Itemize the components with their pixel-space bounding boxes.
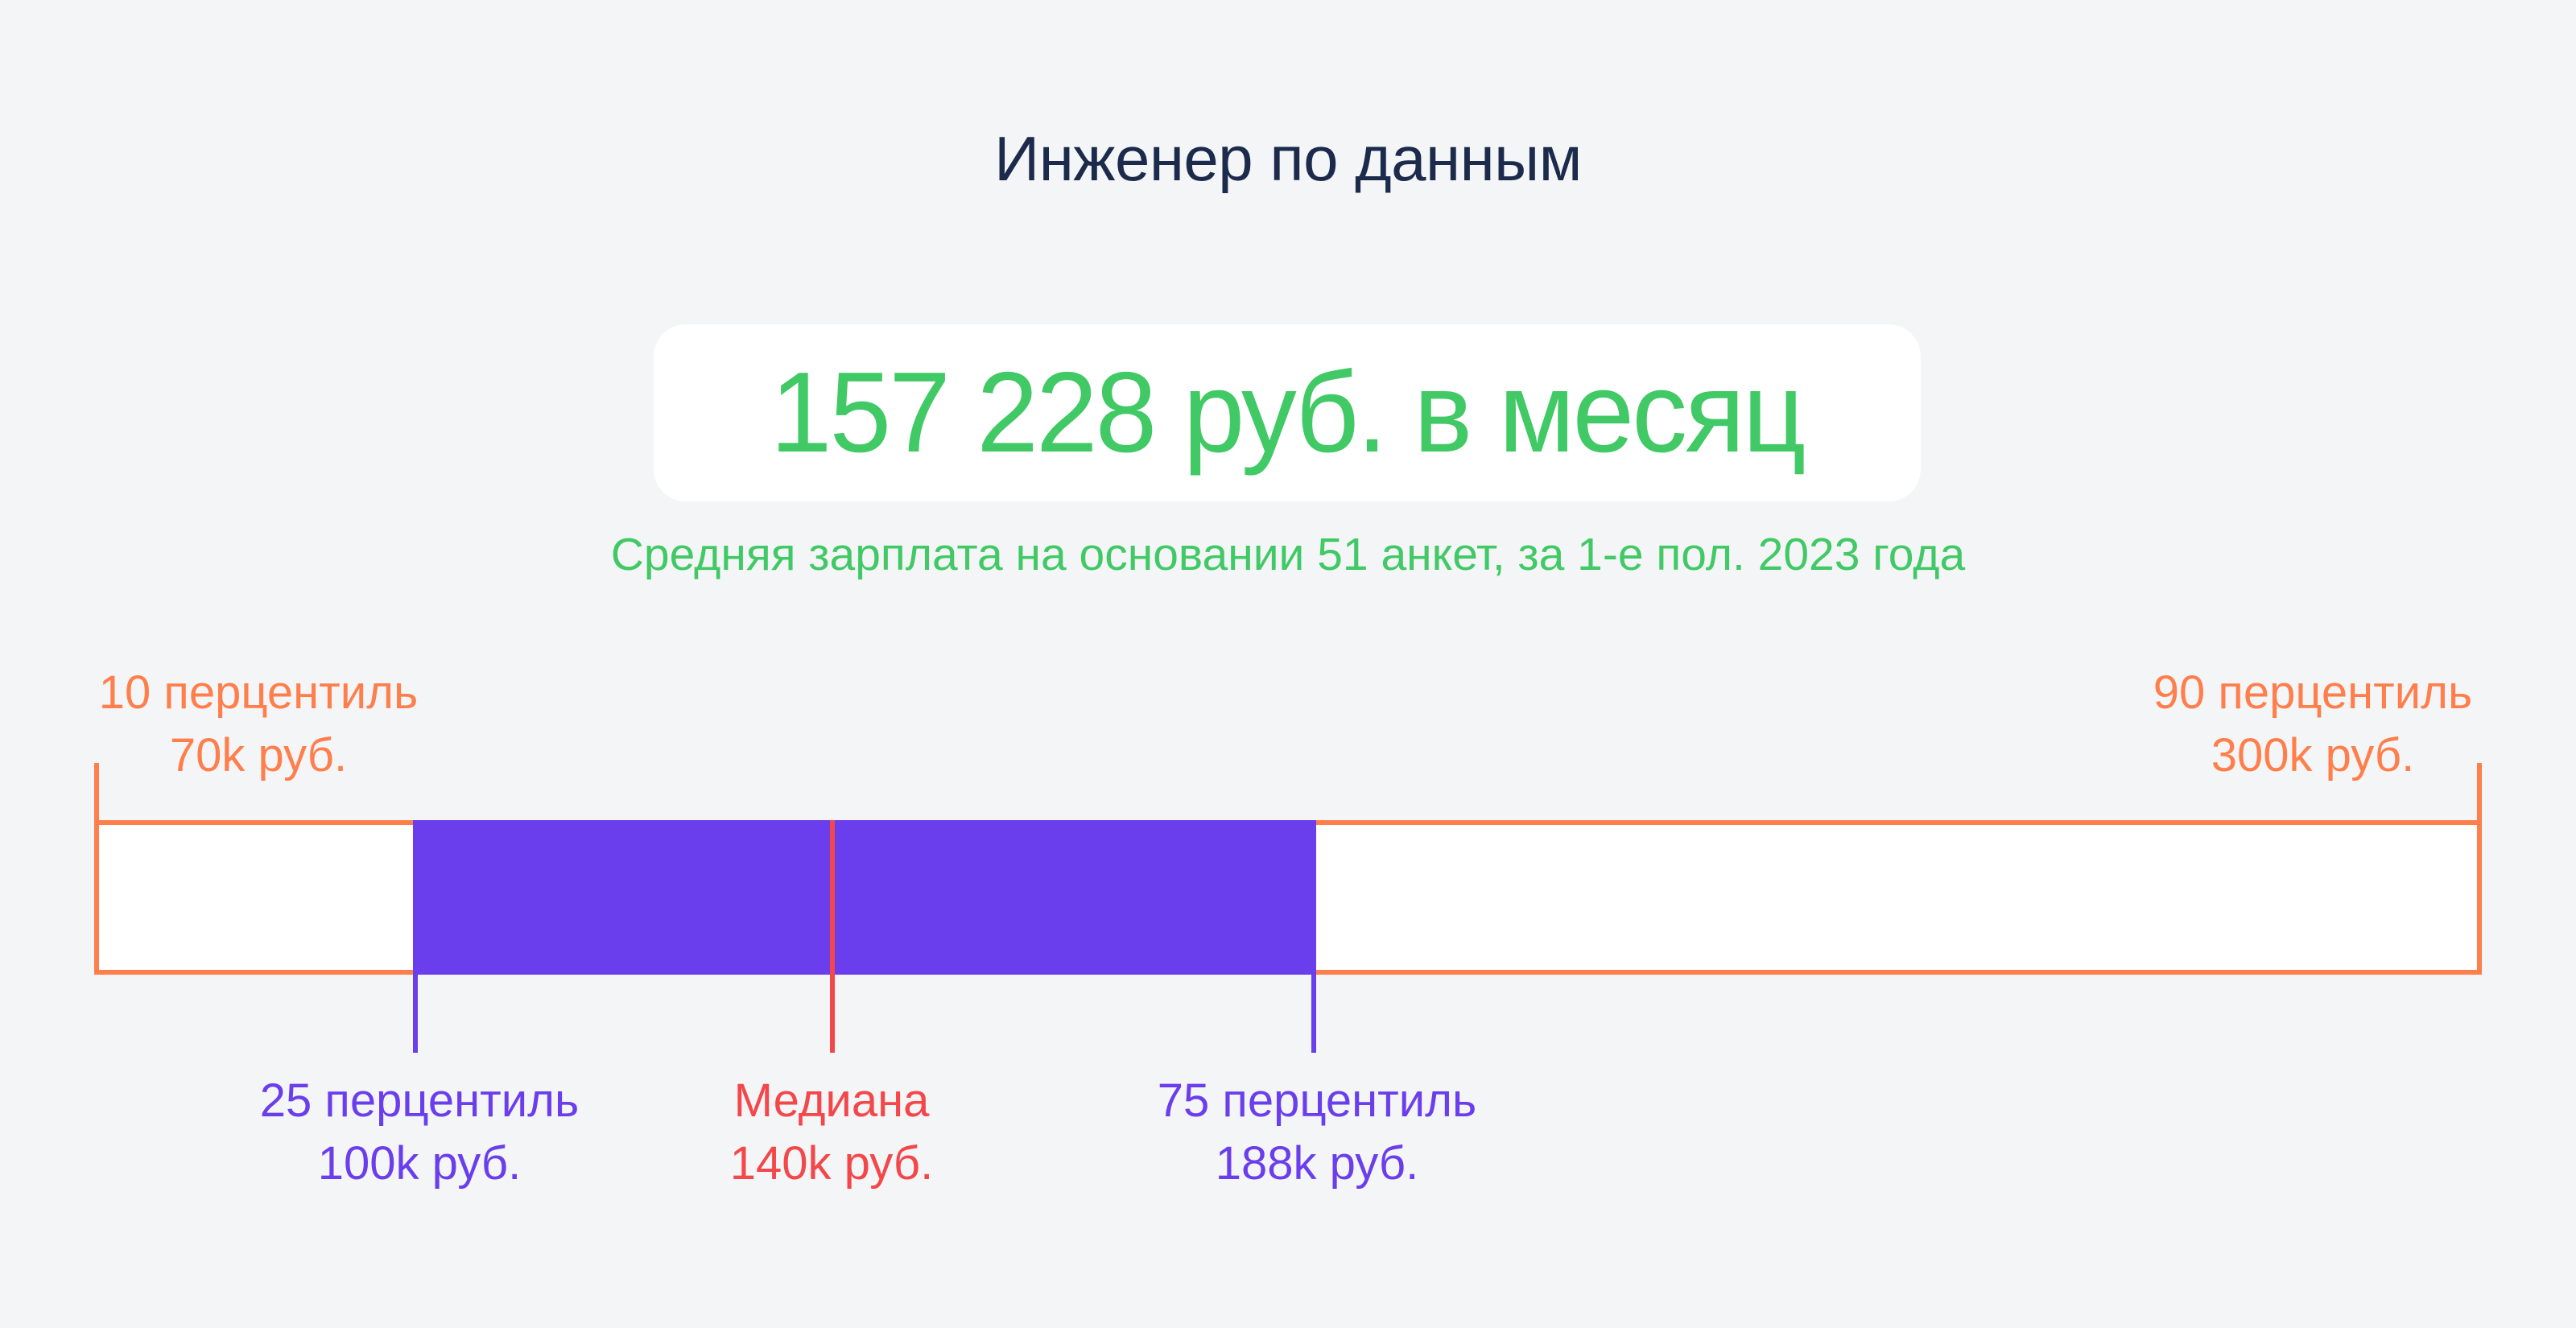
p90-label: 90 перцентиль 300k руб. [2071, 662, 2554, 787]
p75-value: 188k руб. [1215, 1137, 1419, 1190]
page-title: Инженер по данным [994, 123, 1582, 194]
median-label: Медиана 140k руб. [590, 1070, 1073, 1195]
p75-title: 75 перцентиль [1157, 1074, 1477, 1127]
salary-subtitle: Средняя зарплата на основании 51 анкет, … [610, 529, 1966, 580]
p10-title: 10 перцентиль [98, 666, 419, 719]
p25-label: 25 перцентиль 100k руб. [178, 1070, 661, 1195]
p90-title: 90 перцентиль [2153, 666, 2473, 719]
median-tick [830, 820, 835, 1053]
p75-tick [1311, 820, 1316, 1053]
p25-title: 25 перцентиль [259, 1074, 580, 1127]
p75-label: 75 перцентиль 188k руб. [1075, 1070, 1558, 1195]
p90-value: 300k руб. [2211, 729, 2415, 782]
interquartile-range-bar [413, 820, 1316, 975]
p25-tick [413, 820, 418, 1053]
average-salary-value: 157 228 руб. в месяц [770, 348, 1806, 476]
average-salary-card: 157 228 руб. в месяц [654, 324, 1921, 501]
median-title: Медиана [733, 1074, 930, 1127]
p90-tick [2477, 763, 2482, 825]
median-value: 140k руб. [729, 1137, 934, 1190]
p10-tick [94, 763, 99, 825]
p10-label: 10 перцентиль 70k руб. [17, 662, 500, 787]
p25-value: 100k руб. [317, 1137, 522, 1190]
p10-value: 70k руб. [169, 729, 348, 782]
